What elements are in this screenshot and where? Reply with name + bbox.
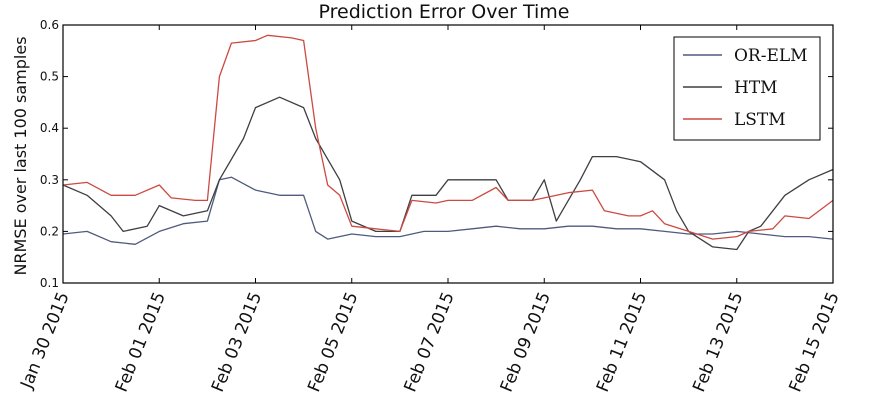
plot-area — [62, 34, 834, 251]
x-tick-label: Jan 30 2015 — [17, 289, 74, 392]
x-tick-label: Feb 13 2015 — [689, 289, 747, 395]
chart-title: Prediction Error Over Time — [318, 1, 569, 23]
x-tick-label: Feb 07 2015 — [400, 289, 458, 395]
legend-label-or-elm: OR-ELM — [734, 46, 808, 66]
y-tick-label: 0.5 — [40, 70, 59, 84]
series-line-htm — [62, 96, 834, 251]
x-tick-label: Feb 15 2015 — [785, 289, 843, 395]
y-tick-label: 0.2 — [40, 224, 59, 238]
y-tick-label: 0.1 — [40, 276, 59, 290]
legend: OR-ELM HTM LSTM — [673, 36, 821, 141]
y-tick-label: 0.4 — [40, 121, 59, 135]
y-axis-label: NRMSE over last 100 samples — [11, 36, 30, 275]
x-tick-label: Feb 11 2015 — [593, 289, 651, 395]
x-tick-label: Feb 03 2015 — [208, 289, 266, 395]
x-tick-label: Feb 09 2015 — [497, 289, 555, 395]
x-tick-label: Feb 05 2015 — [304, 289, 362, 395]
y-tick-label: 0.3 — [40, 173, 59, 187]
y-tick-label: 0.6 — [40, 18, 59, 32]
legend-label-htm: HTM — [734, 78, 778, 98]
legend-label-lstm: LSTM — [734, 110, 786, 130]
x-tick-label: Feb 01 2015 — [112, 289, 170, 395]
series-line-lstm — [62, 34, 834, 240]
legend-box — [673, 36, 821, 141]
series-line-or-elm — [62, 176, 834, 245]
y-axis: 0.1 0.2 0.3 0.4 0.5 0.6 — [40, 18, 833, 290]
